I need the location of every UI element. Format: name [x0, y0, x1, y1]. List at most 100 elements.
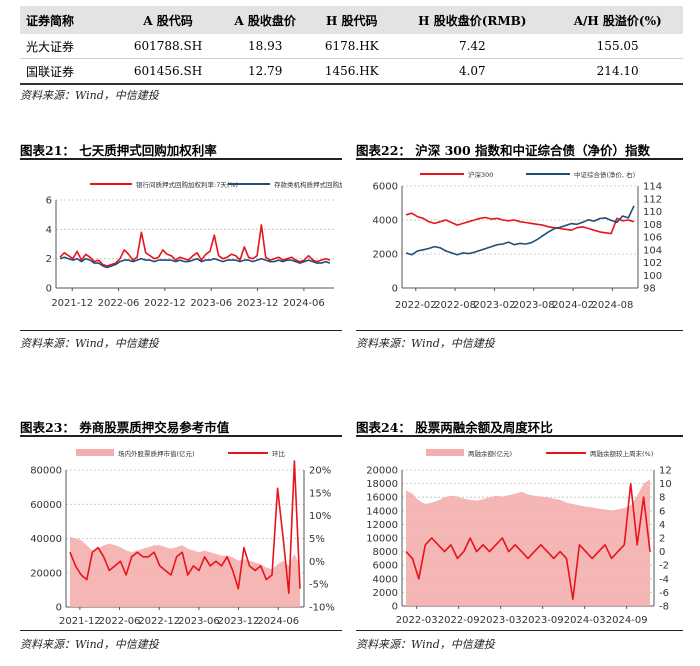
x-tick-label: 2023-09	[522, 615, 564, 626]
y-tick-label: 0	[392, 602, 398, 613]
title-rule	[356, 435, 683, 437]
y2-tick-label: 20%	[309, 466, 331, 477]
bottom-rule	[356, 630, 683, 631]
x-tick-label: 2023-06	[190, 298, 232, 309]
y2-tick-label: 0%	[309, 557, 325, 568]
x-tick-label: 2024-06	[257, 616, 299, 627]
y2-tick-label: 15%	[309, 488, 331, 499]
y2-tick-label: -4	[659, 574, 669, 585]
title-rule	[356, 158, 683, 160]
chart-title-21: 图表21： 七天质押式回购加权利率	[20, 143, 217, 158]
y2-tick-label: 108	[643, 220, 662, 231]
legend-swatch	[426, 449, 464, 456]
table-header: H 股代码	[326, 13, 378, 28]
y2-tick-label: -10%	[309, 603, 335, 614]
table-cell: 1456.HK	[324, 64, 379, 78]
legend-label: 场内外股票质押市值(亿元)	[118, 449, 195, 458]
y-tick-label: 10000	[366, 534, 398, 545]
bottom-rule	[20, 330, 342, 331]
table-cell: 601788.SH	[133, 39, 203, 53]
y-tick-label: 18000	[366, 479, 398, 490]
table-cell: 7.42	[458, 39, 486, 53]
line-series-1	[59, 256, 331, 269]
x-tick-label: 2024-03	[564, 615, 606, 626]
y2-tick-label: 106	[643, 233, 662, 244]
table-cell: 12.79	[247, 64, 283, 78]
area-series-0	[406, 479, 650, 606]
y-tick-label: 40000	[30, 534, 62, 545]
y2-tick-label: -5%	[309, 580, 328, 591]
x-tick-label: 2024-09	[606, 615, 648, 626]
y-tick-label: 14000	[366, 506, 398, 517]
y-tick-label: 16000	[366, 493, 398, 504]
table-cell: 18.93	[247, 39, 283, 53]
y2-tick-label: 2	[659, 534, 665, 545]
chart-title-24: 图表24： 股票两融余额及周度环比	[356, 420, 553, 435]
y-tick-label: 2000	[373, 588, 398, 599]
y-tick-label: 4000	[373, 216, 398, 227]
y2-tick-label: 110	[643, 207, 662, 218]
legend-label: 环比	[272, 449, 286, 458]
y-tick-label: 12000	[366, 520, 398, 531]
table-header-row: 证券简称 A 股代码 A 股收盘价 H 股代码 H 股收盘价(RMB) A/H …	[20, 6, 683, 34]
x-tick-label: 2022-12	[138, 616, 180, 627]
line-series-0	[405, 212, 635, 235]
y2-tick-label: 12	[659, 466, 672, 477]
chart-23: 0 20000 40000 60000 80000 -10% -5% 0% 5% 10% 15% 20…	[30, 449, 335, 627]
y2-tick-label: 98	[643, 284, 656, 295]
y2-tick-label: 114	[643, 182, 662, 193]
source-note: 资料来源：Wind，中信建投	[20, 89, 159, 102]
y-tick-label: 2	[46, 254, 52, 265]
line-series-1	[405, 205, 635, 256]
legend-label: 两融余额较上周末(%)	[590, 449, 653, 458]
chart-24: 0 2000 4000 6000 8000 10000 12000 14000 16000 180…	[366, 449, 672, 626]
legend-label: 两融余额(亿元)	[468, 449, 512, 458]
y2-tick-label: 100	[643, 271, 662, 282]
x-tick-label: 2023-08	[513, 300, 555, 311]
table-cell: 6178.HK	[324, 39, 379, 53]
x-tick-label: 2021-12	[59, 616, 101, 627]
y2-tick-label: -8	[659, 602, 669, 613]
legend-label: 沪深300	[468, 170, 493, 179]
x-tick-label: 2023-12	[237, 298, 279, 309]
area-series-0	[70, 536, 300, 607]
y-tick-label: 0	[46, 284, 52, 295]
y-tick-label: 6000	[373, 182, 398, 193]
line-series-0	[59, 224, 331, 267]
x-tick-label: 2022-06	[99, 616, 141, 627]
x-tick-label: 2023-03	[480, 615, 522, 626]
chart-title-22: 图表22： 沪深 300 指数和中证综合债（净价）指数	[356, 143, 651, 158]
table-cell: 601456.SH	[133, 64, 203, 78]
y-tick-label: 0	[56, 603, 62, 614]
y2-tick-label: -6	[659, 588, 669, 599]
x-tick-label: 2024-02	[552, 300, 594, 311]
table-header: 证券简称	[26, 13, 75, 28]
x-tick-label: 2022-03	[396, 615, 438, 626]
source-note: 资料来源：Wind，中信建投	[20, 337, 159, 350]
y2-tick-label: 6	[659, 506, 665, 517]
y2-tick-label: 0	[659, 547, 665, 558]
line-series-1	[69, 460, 301, 595]
chart-22: 0200040006000981001021041061081101121142…	[373, 170, 663, 311]
bottom-rule	[20, 630, 342, 631]
y-tick-label: 20000	[30, 568, 62, 579]
y-tick-label: 80000	[30, 466, 62, 477]
y-tick-label: 6	[46, 196, 52, 207]
y2-tick-label: 112	[643, 194, 662, 205]
table-row: 光大证券 601788.SH 18.93 6178.HK 7.42 155.05	[20, 34, 683, 59]
source-note: 资料来源：Wind，中信建投	[20, 638, 159, 651]
y-tick-label: 60000	[30, 500, 62, 511]
y2-tick-label: 102	[643, 258, 662, 269]
x-tick-label: 2023-12	[218, 616, 260, 627]
y2-tick-label: 10%	[309, 511, 331, 522]
x-tick-label: 2024-08	[592, 300, 634, 311]
table-header: A/H 股溢价(%)	[573, 13, 662, 28]
table-cell: 4.07	[458, 64, 486, 78]
legend-label: 银行间质押式回购加权利率:7天(%)	[136, 180, 238, 189]
table-cell: 214.10	[596, 64, 639, 78]
source-note: 资料来源：Wind，中信建投	[356, 638, 495, 651]
table-header: A 股收盘价	[234, 13, 296, 28]
chart-title-23: 图表23： 券商股票质押交易参考市值	[20, 420, 230, 435]
y2-tick-label: 104	[643, 245, 662, 256]
y2-tick-label: 10	[659, 479, 672, 490]
